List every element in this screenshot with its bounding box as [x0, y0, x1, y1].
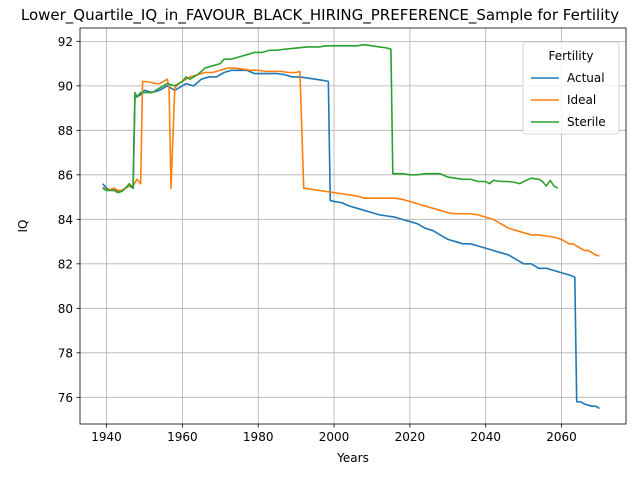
x-tick-label: 2000 — [319, 430, 350, 444]
x-tick-label: 1980 — [243, 430, 274, 444]
x-tick-label: 1940 — [91, 430, 122, 444]
grid — [80, 28, 626, 424]
x-tick-label: 2020 — [395, 430, 426, 444]
y-tick-label: 82 — [58, 257, 73, 271]
x-tick-label: 2040 — [470, 430, 501, 444]
legend-title: Fertility — [548, 49, 593, 63]
legend-box — [522, 41, 620, 135]
y-axis-ticks: 76 78 80 82 84 86 88 90 92 — [58, 35, 80, 405]
plot-frame — [79, 27, 627, 425]
series-layer — [102, 43, 600, 410]
y-axis-label: IQ — [16, 220, 30, 233]
y-tick-label: 86 — [58, 168, 73, 182]
legend-label-ideal: Ideal — [567, 93, 596, 107]
legend-label-actual: Actual — [567, 71, 605, 85]
series-line-sterile — [102, 43, 559, 194]
y-tick-label: 76 — [58, 391, 73, 405]
y-tick-label: 90 — [58, 79, 73, 93]
series-line-ideal — [102, 67, 600, 257]
x-tick-label: 1960 — [167, 430, 198, 444]
x-axis-label: Years — [336, 451, 369, 465]
legend-items: Actual Ideal Sterile — [531, 71, 606, 129]
y-tick-label: 92 — [58, 35, 73, 49]
chart-title: Lower_Quartile_IQ_in_FAVOUR_BLACK_HIRING… — [21, 6, 619, 25]
y-tick-label: 78 — [58, 346, 73, 360]
legend: Fertility Actual Ideal Sterile — [522, 41, 620, 135]
y-tick-label: 88 — [58, 124, 73, 138]
legend-label-sterile: Sterile — [567, 115, 606, 129]
x-axis-ticks: 1940 1960 1980 2000 2020 2040 2060 — [91, 424, 577, 444]
y-tick-label: 80 — [58, 302, 73, 316]
x-tick-label: 2060 — [546, 430, 577, 444]
y-tick-label: 84 — [58, 213, 73, 227]
